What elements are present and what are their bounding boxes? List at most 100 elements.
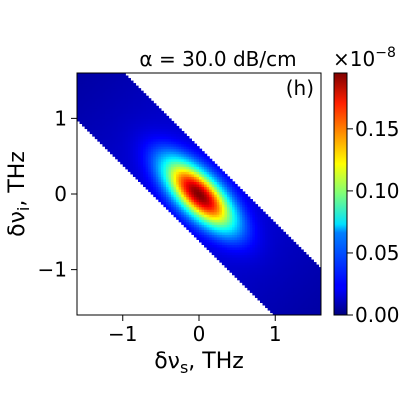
heatmap-cell xyxy=(89,103,93,107)
heatmap-cell xyxy=(204,161,208,165)
heatmap-cell xyxy=(150,178,154,182)
heatmap-cell xyxy=(145,118,149,122)
heatmap-cell xyxy=(158,148,162,152)
heatmap-cell xyxy=(270,264,274,268)
heatmap-cell xyxy=(234,257,238,261)
heatmap-cell xyxy=(140,95,144,99)
heatmap-cell xyxy=(181,148,185,152)
heatmap-cell xyxy=(244,194,248,198)
heatmap-cell xyxy=(252,221,256,225)
heatmap-cell xyxy=(107,125,111,130)
heatmap-cell xyxy=(287,307,292,311)
heatmap-cell xyxy=(135,158,139,162)
heatmap-cell xyxy=(143,176,147,180)
heatmap-cell xyxy=(224,231,228,235)
heatmap-cell xyxy=(186,206,190,210)
heatmap-cell xyxy=(244,251,248,256)
heatmap-cell xyxy=(262,226,266,230)
heatmap-cell xyxy=(186,141,190,145)
heatmap-cell xyxy=(138,158,142,162)
heatmap-cell xyxy=(257,241,261,246)
heatmap-cell xyxy=(112,103,116,107)
heatmap-cell xyxy=(308,257,312,261)
heatmap-cell xyxy=(148,161,152,165)
heatmap-cell xyxy=(219,194,223,198)
heatmap-cell xyxy=(201,214,205,218)
heatmap-cell xyxy=(135,118,139,122)
heatmap-cell xyxy=(229,264,233,268)
heatmap-cell xyxy=(97,88,101,92)
heatmap-cell xyxy=(295,297,299,301)
heatmap-cell xyxy=(171,133,175,137)
heatmap-cell xyxy=(117,93,121,97)
heatmap-cell xyxy=(84,123,88,127)
heatmap-cell xyxy=(285,246,289,251)
heatmap-cell xyxy=(315,287,320,291)
heatmap-cell xyxy=(140,168,144,172)
heatmap-cell xyxy=(178,166,182,170)
heatmap-cell xyxy=(272,287,276,291)
heatmap-cell xyxy=(216,229,220,233)
heatmap-cell xyxy=(234,236,238,240)
heatmap-cell xyxy=(285,302,289,306)
heatmap-cell xyxy=(158,186,162,190)
heatmap-cell xyxy=(125,148,129,152)
heatmap-cell xyxy=(102,125,106,130)
heatmap-cell xyxy=(224,221,228,225)
heatmap-cell xyxy=(232,246,236,251)
heatmap-cell xyxy=(191,178,195,182)
heatmap-cell xyxy=(226,262,231,266)
heatmap-cell xyxy=(275,284,279,288)
heatmap-cell xyxy=(196,146,200,150)
heatmap-cell xyxy=(112,105,116,109)
heatmap-cell xyxy=(290,254,294,258)
heatmap-cell xyxy=(193,188,198,193)
heatmap-cell xyxy=(183,199,187,203)
heatmap-cell xyxy=(138,138,142,142)
heatmap-cell xyxy=(163,118,167,122)
heatmap-cell xyxy=(160,143,165,147)
heatmap-cell xyxy=(247,239,251,243)
heatmap-cell xyxy=(117,158,121,162)
heatmap-cell xyxy=(211,163,215,167)
heatmap-cell xyxy=(318,282,321,286)
heatmap-cell xyxy=(168,141,172,145)
heatmap-cell xyxy=(275,224,279,228)
heatmap-cell xyxy=(138,143,142,147)
heatmap-cell xyxy=(87,78,91,82)
heatmap-cell xyxy=(148,108,152,112)
heatmap-cell xyxy=(115,141,119,145)
heatmap-cell xyxy=(165,153,170,157)
heatmap-cell xyxy=(107,133,111,137)
heatmap-cell xyxy=(275,262,279,266)
heatmap-cell xyxy=(226,251,231,256)
heatmap-cell xyxy=(221,241,226,246)
heatmap-cell xyxy=(186,138,190,142)
heatmap-cell xyxy=(239,191,243,195)
heatmap-cell xyxy=(214,191,218,195)
heatmap-cell xyxy=(201,183,205,188)
heatmap-cell xyxy=(232,257,236,261)
heatmap-cell xyxy=(308,264,312,268)
heatmap-cell xyxy=(206,168,210,172)
heatmap-cell xyxy=(234,229,238,233)
heatmap-cell xyxy=(252,216,256,220)
heatmap-cell xyxy=(308,262,312,266)
heatmap-cell xyxy=(290,284,294,288)
heatmap-cell xyxy=(260,239,264,243)
heatmap-cell xyxy=(186,194,190,198)
heatmap-cell xyxy=(196,181,200,185)
heatmap-cell xyxy=(226,188,231,193)
heatmap-cell xyxy=(107,113,111,117)
heatmap-cell xyxy=(298,259,302,263)
heatmap-cell xyxy=(160,163,165,167)
heatmap-cell xyxy=(145,181,149,185)
heatmap-cell xyxy=(254,287,259,291)
heatmap-cell xyxy=(150,183,154,188)
heatmap-cell xyxy=(120,158,124,162)
heatmap-cell xyxy=(257,214,261,218)
heatmap-cell xyxy=(224,181,228,185)
heatmap-cell xyxy=(115,128,119,132)
heatmap-cell xyxy=(214,178,218,182)
heatmap-cell xyxy=(293,312,297,315)
